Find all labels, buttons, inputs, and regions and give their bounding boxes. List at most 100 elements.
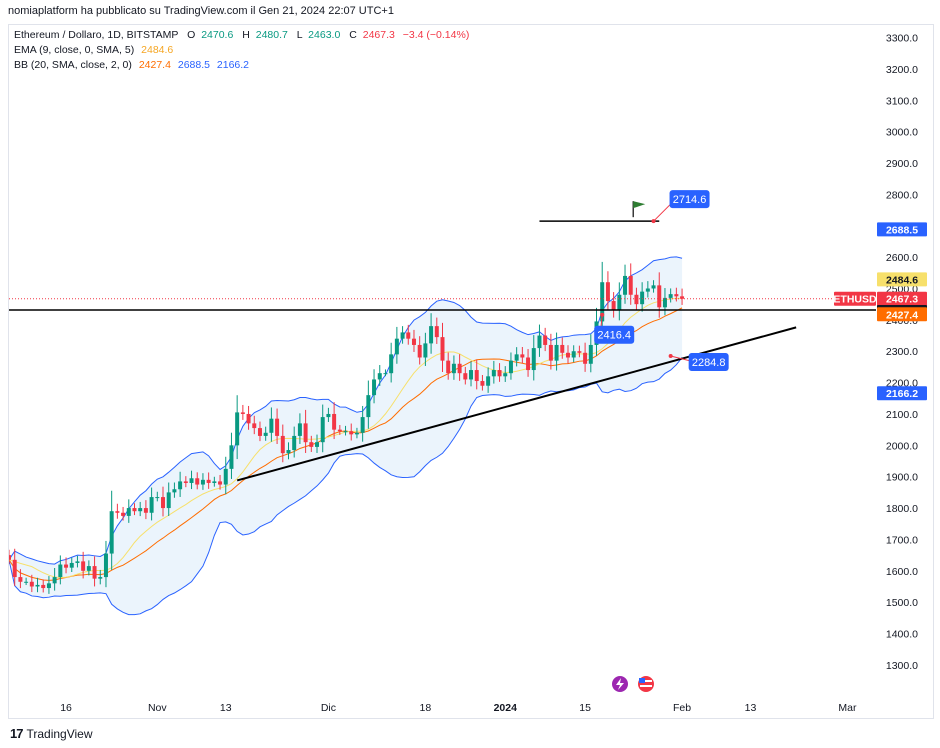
candle[interactable] bbox=[326, 407, 331, 422]
bb-upper-line[interactable] bbox=[9, 256, 683, 565]
candle[interactable] bbox=[503, 366, 508, 382]
x-axis[interactable]: 16 Nov 13 Dic 18 2024 15 Feb 13 Mar bbox=[60, 702, 857, 714]
candle[interactable] bbox=[269, 407, 274, 442]
candle[interactable] bbox=[565, 345, 570, 364]
candle[interactable] bbox=[537, 324, 542, 357]
candle[interactable] bbox=[417, 336, 422, 365]
candle[interactable] bbox=[29, 574, 34, 593]
candle[interactable] bbox=[588, 334, 593, 373]
candle[interactable] bbox=[252, 415, 257, 435]
candle[interactable] bbox=[349, 423, 354, 441]
candle[interactable] bbox=[257, 421, 262, 442]
candle[interactable] bbox=[543, 327, 548, 352]
candle[interactable] bbox=[360, 405, 365, 442]
candle[interactable] bbox=[469, 361, 474, 387]
candle[interactable] bbox=[680, 288, 685, 305]
candle[interactable] bbox=[497, 363, 502, 382]
candle[interactable] bbox=[223, 456, 228, 495]
candle[interactable] bbox=[86, 560, 91, 576]
lightning-icon[interactable] bbox=[612, 676, 628, 692]
candle[interactable] bbox=[668, 288, 673, 303]
candle[interactable] bbox=[138, 501, 143, 517]
candle[interactable] bbox=[480, 374, 485, 391]
candle[interactable] bbox=[64, 557, 69, 574]
candle[interactable] bbox=[423, 332, 428, 366]
candle[interactable] bbox=[132, 503, 137, 516]
candle[interactable] bbox=[161, 486, 166, 517]
candle[interactable] bbox=[628, 263, 633, 305]
candle[interactable] bbox=[58, 555, 63, 585]
candle[interactable] bbox=[115, 503, 120, 519]
legend-ohlc-row[interactable]: Ethereum / Dollaro, 1D, BITSTAMP O 2470.… bbox=[14, 28, 469, 43]
candle[interactable] bbox=[440, 322, 445, 372]
candle[interactable] bbox=[560, 337, 565, 359]
candle[interactable] bbox=[12, 548, 17, 586]
candle[interactable] bbox=[366, 380, 371, 429]
candle[interactable] bbox=[240, 404, 245, 420]
candle[interactable] bbox=[195, 472, 200, 490]
candle[interactable] bbox=[7, 549, 11, 565]
flag-icon[interactable] bbox=[632, 201, 646, 218]
candle[interactable] bbox=[46, 576, 51, 594]
candle[interactable] bbox=[149, 487, 154, 521]
candle[interactable] bbox=[286, 442, 291, 460]
candle[interactable] bbox=[651, 280, 656, 293]
candle[interactable] bbox=[35, 577, 40, 593]
candle[interactable] bbox=[508, 352, 513, 380]
candle[interactable] bbox=[429, 313, 434, 354]
candle[interactable] bbox=[275, 408, 280, 445]
candle[interactable] bbox=[218, 474, 223, 490]
candle[interactable] bbox=[109, 490, 114, 570]
candle[interactable] bbox=[206, 472, 211, 489]
candle[interactable] bbox=[18, 569, 23, 589]
candle[interactable] bbox=[640, 282, 645, 312]
axis-price-label[interactable]: 2484.6 bbox=[877, 272, 927, 287]
candle[interactable] bbox=[81, 551, 86, 579]
candle[interactable] bbox=[52, 567, 57, 591]
candle[interactable] bbox=[24, 577, 29, 586]
candle[interactable] bbox=[121, 506, 126, 521]
candle[interactable] bbox=[75, 555, 80, 568]
price-annotation[interactable]: 2416.4 bbox=[594, 312, 635, 344]
candle[interactable] bbox=[200, 473, 205, 490]
candle[interactable] bbox=[491, 360, 496, 384]
candle[interactable] bbox=[155, 491, 160, 502]
candle[interactable] bbox=[92, 556, 97, 587]
legend-bb-row[interactable]: BB (20, SMA, close, 2, 0) 2427.4 2688.5 … bbox=[14, 58, 469, 73]
price-annotation[interactable]: 2714.6 bbox=[651, 190, 710, 224]
candle[interactable] bbox=[611, 292, 616, 318]
candle[interactable] bbox=[548, 333, 553, 370]
candle[interactable] bbox=[383, 369, 388, 377]
candle[interactable] bbox=[571, 345, 576, 363]
candle[interactable] bbox=[235, 395, 240, 460]
candle[interactable] bbox=[166, 482, 171, 516]
candle[interactable] bbox=[600, 261, 605, 338]
candle[interactable] bbox=[292, 426, 297, 458]
candle[interactable] bbox=[332, 402, 337, 440]
candle[interactable] bbox=[526, 349, 531, 377]
candle[interactable] bbox=[406, 324, 411, 345]
candle[interactable] bbox=[645, 281, 650, 298]
candle[interactable] bbox=[577, 345, 582, 358]
candle[interactable] bbox=[400, 326, 405, 344]
candle[interactable] bbox=[605, 271, 610, 310]
candle[interactable] bbox=[617, 282, 622, 321]
candle[interactable] bbox=[246, 405, 251, 430]
candle[interactable] bbox=[126, 499, 131, 523]
candle[interactable] bbox=[554, 332, 559, 371]
trendline[interactable] bbox=[236, 326, 797, 482]
candle[interactable] bbox=[172, 482, 177, 498]
candle[interactable] bbox=[69, 557, 74, 572]
candle[interactable] bbox=[320, 404, 325, 453]
candle[interactable] bbox=[309, 435, 314, 452]
candle[interactable] bbox=[434, 317, 439, 344]
candle[interactable] bbox=[143, 500, 148, 520]
candle[interactable] bbox=[280, 424, 285, 463]
candle[interactable] bbox=[377, 365, 382, 386]
candle[interactable] bbox=[372, 369, 377, 404]
axis-price-label[interactable]: 2427.4 bbox=[877, 307, 927, 322]
candle[interactable] bbox=[183, 476, 188, 488]
candle[interactable] bbox=[98, 569, 103, 585]
candle[interactable] bbox=[394, 326, 399, 364]
